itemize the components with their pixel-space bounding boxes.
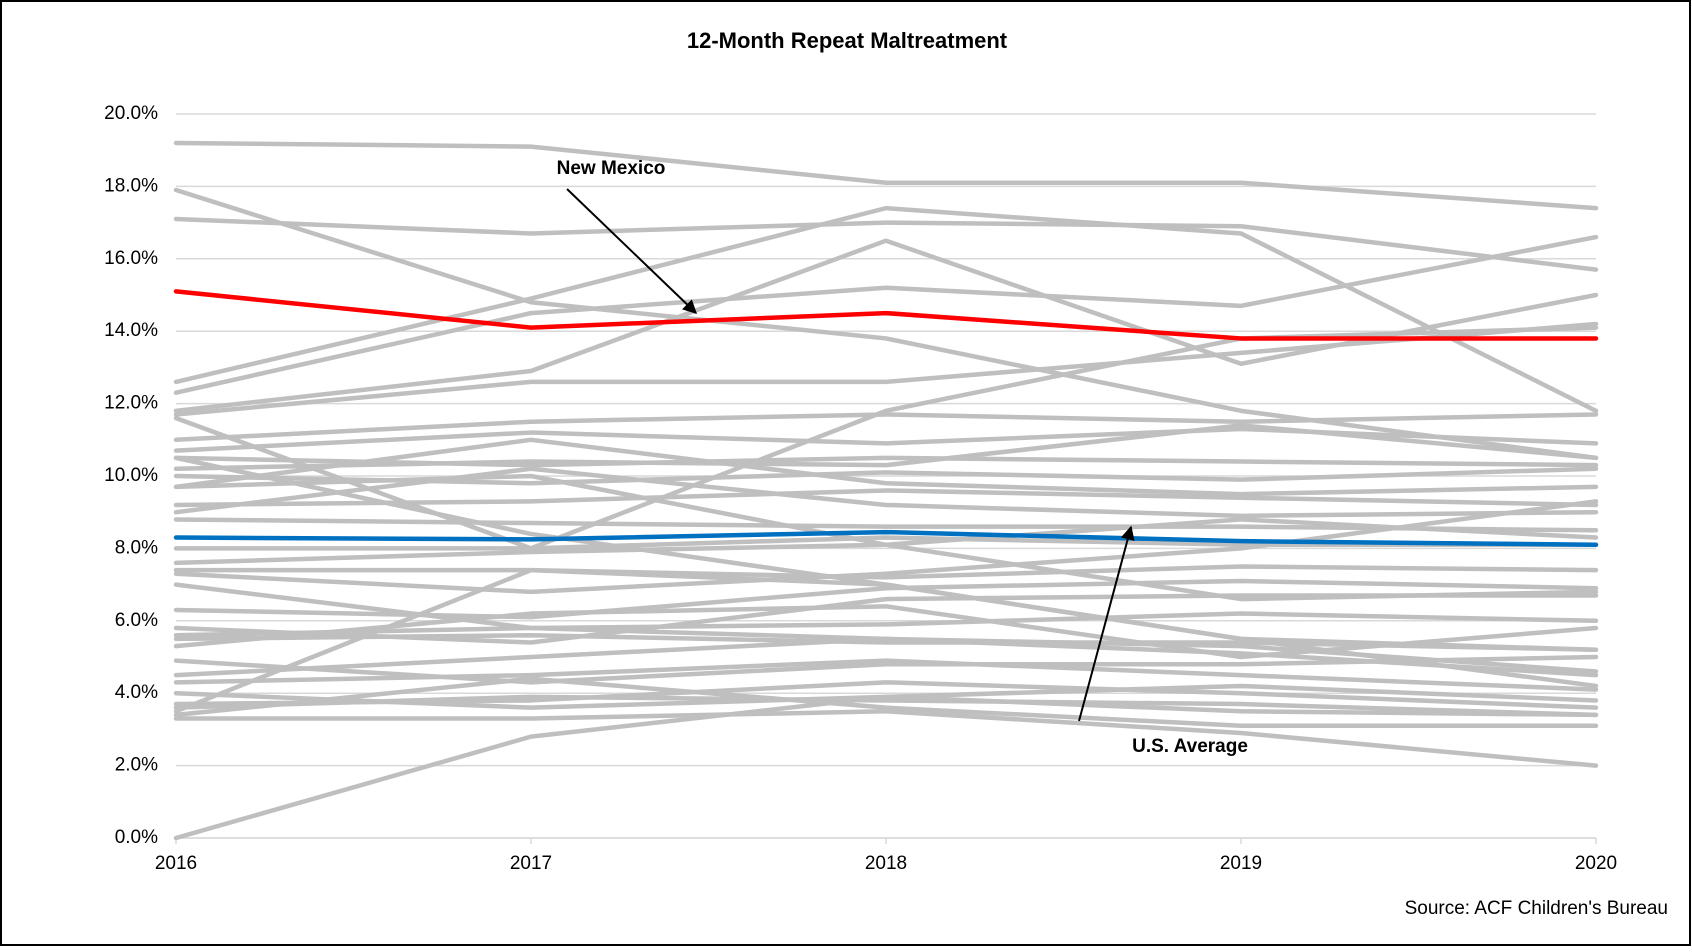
annotation: New Mexico <box>557 158 666 179</box>
series-line <box>173 140 1599 211</box>
series-line <box>173 633 1599 653</box>
series-line <box>173 238 1599 414</box>
series-line <box>173 517 1599 533</box>
y-tick-label: 4.0% <box>115 682 158 703</box>
series-line <box>173 321 1599 417</box>
series-line <box>173 499 1599 595</box>
series-line <box>173 611 1599 638</box>
series-line <box>173 488 1599 508</box>
series-line <box>173 529 1599 548</box>
y-tick-label: 2.0% <box>115 755 158 776</box>
series-line <box>173 473 1599 602</box>
y-tick-label: 16.0% <box>104 248 158 269</box>
x-tick-label: 2017 <box>510 853 552 874</box>
y-tick-label: 0.0% <box>115 827 158 848</box>
series-line <box>173 216 1599 272</box>
y-tick-label: 18.0% <box>104 175 158 196</box>
y-tick-label: 8.0% <box>115 537 158 558</box>
grid: 0.0% 2.0% 4.0% 6.0% 8.0% 10.0% 12.0% 14.0% 16.0%… <box>104 103 1617 874</box>
series-line <box>173 709 1599 768</box>
y-tick-label: 14.0% <box>104 320 158 341</box>
series-line <box>173 658 1599 692</box>
y-tick-label: 20.0% <box>104 103 158 124</box>
y-tick-label: 10.0% <box>104 465 158 486</box>
series-line <box>173 694 1599 718</box>
x-tick-label: 2020 <box>1575 853 1617 874</box>
source: Source: ACF Children's Bureau <box>1405 898 1668 919</box>
annotation-arrow <box>566 188 698 314</box>
series-line <box>173 694 1599 841</box>
lines <box>173 140 1599 841</box>
series-line <box>173 426 1599 453</box>
series-line <box>173 412 1599 443</box>
series-line <box>173 636 1599 678</box>
annotation: U.S. Average <box>1132 736 1248 757</box>
series-line <box>173 423 1599 472</box>
chart-title: 12-Month Repeat Maltreatment <box>687 28 1008 53</box>
annotation-arrow <box>1078 525 1135 722</box>
series-line <box>173 234 1599 395</box>
series-line <box>173 604 1599 660</box>
series-line <box>173 535 1599 551</box>
series-line <box>173 455 1599 653</box>
series-line <box>173 437 1599 497</box>
series-line <box>173 205 1599 414</box>
y-tick-label: 12.0% <box>104 393 158 414</box>
series-line <box>173 187 1599 461</box>
x-tick-label: 2019 <box>1220 853 1262 874</box>
series-line <box>173 466 1599 519</box>
y-tick-label: 6.0% <box>115 610 158 631</box>
x-tick-label: 2016 <box>155 853 197 874</box>
x-tick-label: 2018 <box>865 853 907 874</box>
series-line <box>173 564 1599 580</box>
series-line <box>173 289 1599 341</box>
series-line <box>173 325 1599 551</box>
series-line <box>173 676 1599 729</box>
